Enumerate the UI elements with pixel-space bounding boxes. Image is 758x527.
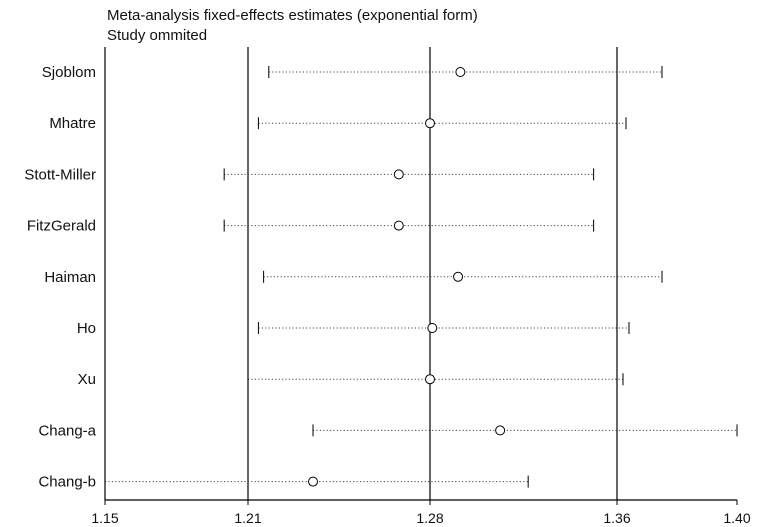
x-tick-label-0: 1.15 [91,510,118,526]
chart-title: Meta-analysis fixed-effects estimates (e… [107,7,478,24]
study-label-0: Sjoblom [42,64,96,81]
estimate-marker-4 [453,271,464,282]
study-label-8: Chang-b [38,474,96,491]
study-label-3: FitzGerald [27,218,96,235]
plot-area: 1.15 1.21 1.28 1.36 1.40 Sjoblom Mhatre Stott-M… [24,47,751,526]
study-label-7: Chang-a [38,422,96,439]
chart-subtitle: Study ommited [107,27,208,44]
x-tick-label-3: 1.36 [603,510,630,526]
study-label-2: Stott-Miller [24,166,96,183]
estimate-marker-1 [425,118,435,129]
estimate-marker-3 [393,220,404,231]
study-label-4: Haiman [44,269,96,286]
estimate-marker-8 [308,476,318,487]
estimate-marker-6 [425,374,435,385]
study-label-6: Xu [78,371,96,388]
estimate-marker-0 [455,67,466,77]
chart-title-block: Meta-analysis fixed-effects estimates (e… [107,6,478,46]
estimate-marker-5 [427,323,438,333]
x-tick-label-2: 1.28 [416,510,443,526]
study-label-5: Ho [77,320,96,337]
x-tick-label-1: 1.21 [234,510,261,526]
x-tick-label-4: 1.40 [723,510,750,526]
estimate-marker-7 [495,425,506,436]
study-label-1: Mhatre [49,115,96,132]
estimate-marker-2 [393,169,404,180]
